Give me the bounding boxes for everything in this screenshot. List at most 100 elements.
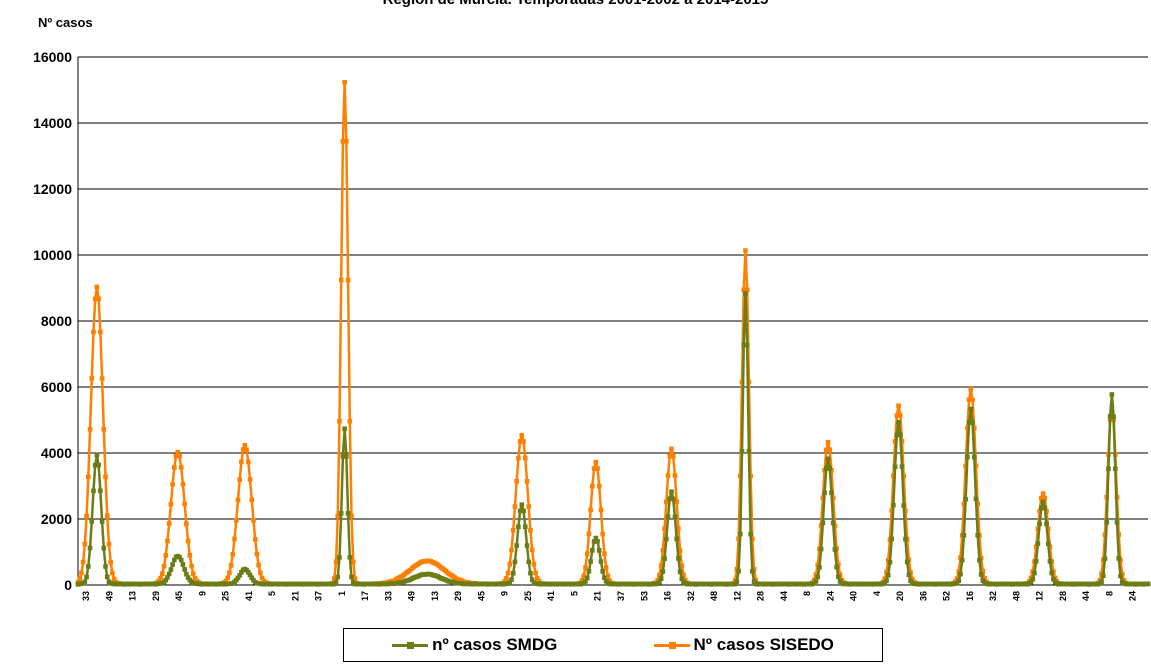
data-point <box>96 462 101 468</box>
data-point <box>159 571 165 577</box>
data-point <box>1114 519 1120 525</box>
y-tick-label: 10000 <box>33 247 72 263</box>
data-point <box>504 576 509 581</box>
data-point <box>254 551 260 557</box>
data-point <box>605 573 611 579</box>
data-point <box>84 574 89 580</box>
data-point <box>1030 576 1036 582</box>
data-point <box>232 536 237 542</box>
data-point <box>92 462 98 468</box>
data-point <box>744 287 750 293</box>
x-tick-label: 8 <box>802 591 812 596</box>
data-point <box>813 579 819 584</box>
data-point <box>94 452 100 458</box>
data-point <box>170 562 175 567</box>
data-point <box>744 342 750 348</box>
data-point <box>158 575 163 581</box>
data-point <box>1049 570 1054 576</box>
data-point <box>98 488 103 494</box>
data-point <box>750 568 755 574</box>
data-point <box>1116 556 1122 561</box>
legend-item-sisedo: Nº casos SISEDO <box>653 635 834 655</box>
data-point <box>736 536 741 542</box>
data-point <box>968 386 974 392</box>
data-point <box>529 577 535 582</box>
data-point <box>908 570 913 575</box>
x-tick-label: 49 <box>407 591 417 601</box>
x-tick-label: 40 <box>849 591 859 601</box>
data-point <box>352 576 358 581</box>
data-point <box>524 543 530 548</box>
data-point <box>820 495 826 501</box>
data-point <box>524 478 530 484</box>
x-tick-label: 13 <box>128 591 138 601</box>
data-point <box>91 329 96 335</box>
data-point <box>583 579 588 584</box>
legend-label-smdg: nº casos SMDG <box>432 635 558 654</box>
data-point <box>825 456 831 462</box>
data-point <box>163 553 169 558</box>
x-tick-label: 29 <box>151 591 161 601</box>
data-point <box>980 568 986 574</box>
data-point <box>593 459 599 465</box>
data-point <box>333 580 339 585</box>
data-point <box>1045 526 1051 532</box>
data-point <box>84 513 89 519</box>
data-point <box>519 502 525 507</box>
data-point <box>337 419 342 424</box>
data-point <box>672 514 678 520</box>
x-tick-label: 13 <box>430 591 440 601</box>
data-point <box>595 466 600 471</box>
data-point <box>1040 499 1046 505</box>
data-point <box>177 453 182 459</box>
x-tick-label: 1 <box>337 591 347 596</box>
data-point <box>973 496 979 502</box>
x-tick-label: 4 <box>872 591 882 596</box>
data-point <box>99 376 105 381</box>
data-point <box>1044 521 1049 527</box>
data-point <box>1042 505 1048 511</box>
data-point <box>185 575 191 580</box>
data-point <box>519 433 525 438</box>
data-point <box>1033 544 1039 550</box>
data-point <box>337 555 342 560</box>
data-point <box>832 547 838 552</box>
data-point <box>110 570 115 576</box>
data-point <box>966 397 972 402</box>
x-tick-label: 21 <box>290 591 300 601</box>
data-point <box>512 504 518 509</box>
data-point <box>170 482 175 487</box>
data-point <box>820 520 826 526</box>
data-point <box>954 580 960 586</box>
data-point <box>163 577 169 583</box>
x-tick-label: 28 <box>1058 591 1068 601</box>
x-tick-label: 28 <box>756 591 766 601</box>
data-point <box>602 551 607 556</box>
data-point <box>156 578 162 584</box>
data-point <box>249 575 255 581</box>
x-tick-label: 24 <box>825 591 835 601</box>
x-tick-label: 16 <box>965 591 975 601</box>
data-point <box>961 533 967 538</box>
data-point <box>674 499 679 505</box>
data-point <box>891 502 896 508</box>
data-point <box>172 557 177 563</box>
data-point <box>978 555 984 561</box>
data-point <box>598 507 604 513</box>
series-smdg <box>75 291 1151 587</box>
data-point <box>335 574 341 580</box>
data-point <box>249 497 255 503</box>
data-point <box>247 572 253 578</box>
data-point <box>82 541 88 547</box>
data-point <box>246 570 251 575</box>
data-point <box>966 420 972 425</box>
y-axis-label: Nº casos <box>38 15 93 30</box>
data-point <box>598 559 604 564</box>
data-point <box>180 562 186 567</box>
data-point <box>1104 520 1110 525</box>
data-point <box>168 567 174 572</box>
data-point <box>822 490 827 496</box>
data-point <box>104 513 110 518</box>
data-point <box>738 531 743 537</box>
data-point <box>830 495 836 501</box>
